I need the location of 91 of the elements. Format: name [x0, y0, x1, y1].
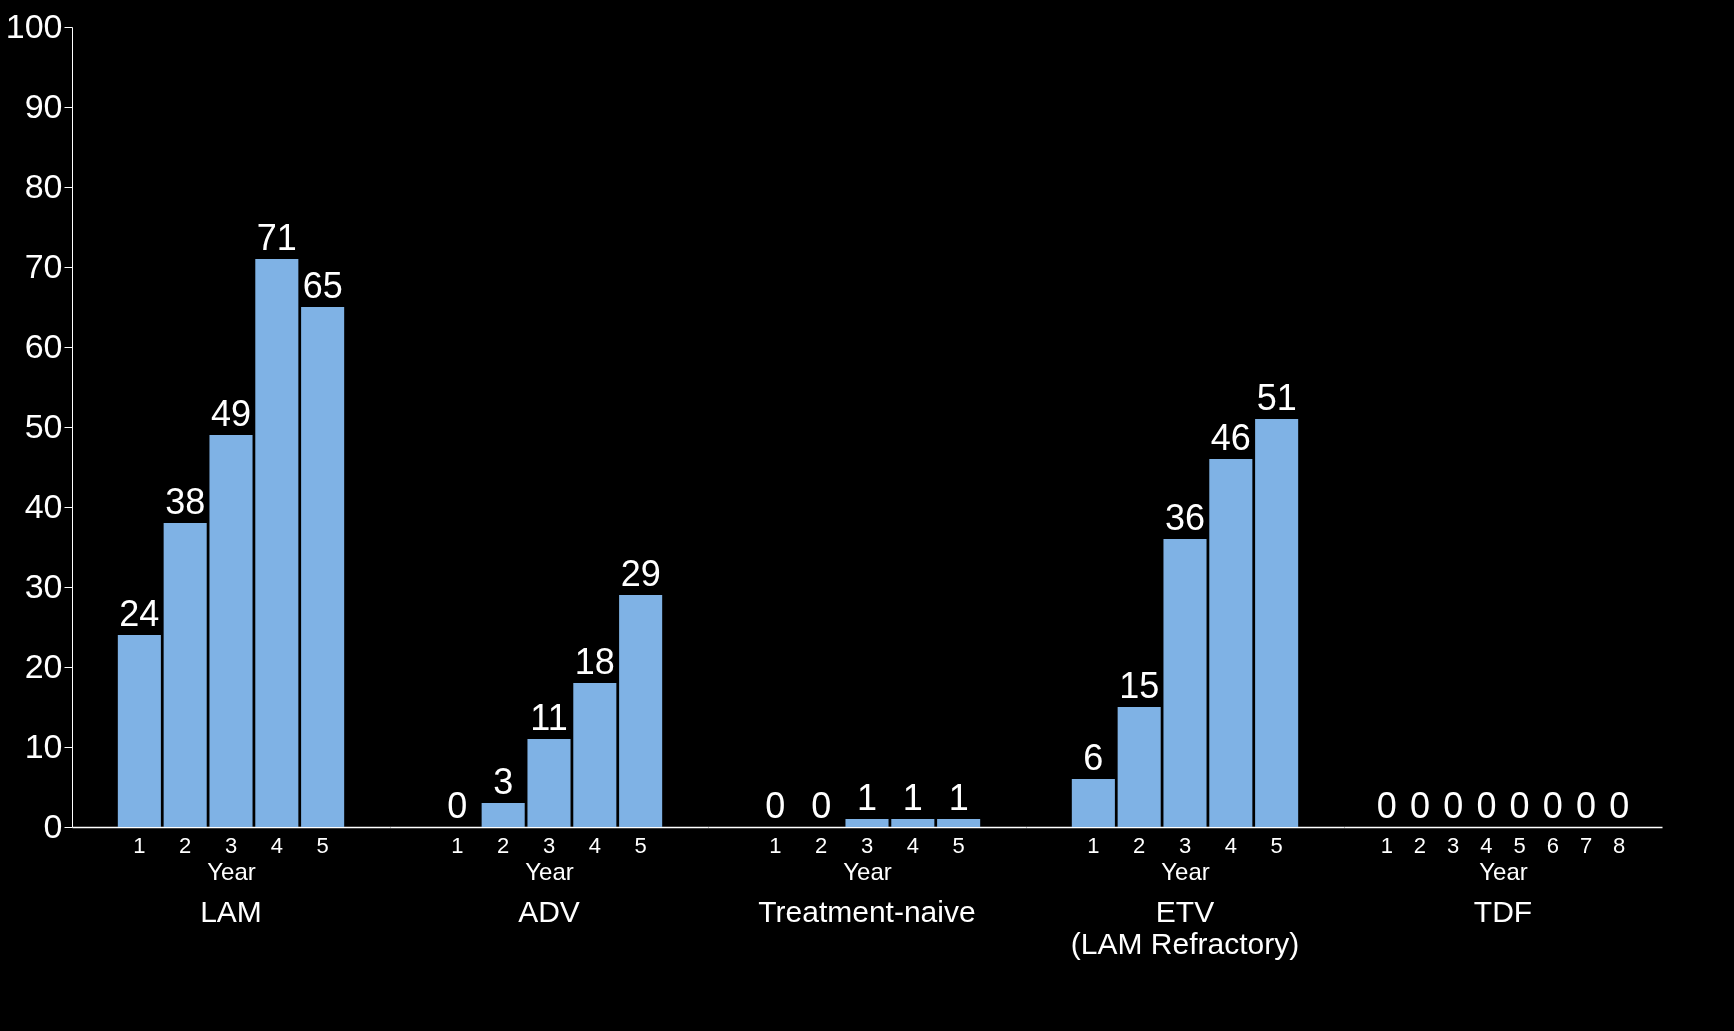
bar: [527, 739, 571, 827]
x-tick-label: 4: [1224, 832, 1237, 858]
data-label: 71: [256, 217, 297, 258]
y-tick-label: 10: [24, 726, 63, 765]
x-tick-label: 5: [1513, 832, 1526, 858]
y-tick-label: 50: [24, 406, 63, 445]
x-tick-label: 6: [1546, 832, 1559, 858]
data-label: 18: [574, 641, 615, 682]
data-label: 0: [1476, 785, 1497, 826]
data-label: 0: [1376, 785, 1397, 826]
bar: [573, 683, 617, 827]
y-tick-label: 60: [24, 326, 63, 365]
data-label: 29: [620, 553, 661, 594]
x-tick-label: 3: [542, 832, 556, 858]
data-label: 38: [165, 481, 206, 522]
x-tick-label: 1: [133, 832, 146, 858]
x-axis-title: Year: [843, 857, 892, 885]
x-tick-label: 5: [634, 832, 647, 858]
x-axis-title: Year: [525, 857, 574, 885]
data-label: 1: [948, 777, 969, 818]
data-label: 0: [1609, 785, 1630, 826]
x-tick-label: 4: [906, 832, 919, 858]
data-label: 46: [1210, 417, 1251, 458]
data-label: 15: [1119, 665, 1160, 706]
text: TDF: [1473, 895, 1533, 928]
x-axis-title: Year: [207, 857, 256, 885]
x-tick-label: 1: [769, 832, 782, 858]
x-tick-label: 8: [1613, 832, 1626, 858]
bar: [1163, 539, 1207, 827]
data-label: 24: [119, 593, 160, 634]
x-tick-label: 3: [1178, 832, 1192, 858]
data-label: 0: [1443, 785, 1464, 826]
x-tick-label: 2: [497, 832, 510, 858]
data-label: 0: [1576, 785, 1597, 826]
data-label: 36: [1164, 497, 1206, 538]
bar: [209, 435, 253, 827]
bar: [255, 259, 299, 827]
x-axis-title: Year: [1479, 857, 1528, 885]
y-tick-label: 0: [43, 806, 63, 845]
bar: [481, 803, 525, 827]
y-tick-label: 90: [24, 86, 63, 125]
y-tick-label: 20: [24, 646, 63, 685]
bar: [619, 595, 663, 827]
data-label: 11: [530, 697, 568, 738]
data-label: 0: [765, 785, 786, 826]
data-label: 65: [302, 265, 343, 306]
y-tick-label: 100: [5, 6, 63, 45]
x-tick-label: 1: [451, 832, 464, 858]
text: ADV: [518, 895, 580, 928]
x-tick-label: 3: [1447, 832, 1460, 858]
x-tick-label: 5: [1270, 832, 1283, 858]
y-tick-label: 40: [24, 486, 63, 525]
data-label: 0: [1409, 785, 1430, 826]
data-label: 1: [856, 777, 878, 818]
x-tick-label: 2: [179, 832, 192, 858]
x-tick-label: 1: [1087, 832, 1100, 858]
x-tick-label: 1: [1380, 832, 1393, 858]
x-tick-label: 3: [860, 832, 874, 858]
x-tick-label: 7: [1579, 832, 1593, 858]
x-tick-label: 2: [1413, 832, 1427, 858]
bar: [163, 523, 207, 827]
y-tick-label: 30: [24, 566, 63, 605]
y-tick-label: 80: [24, 166, 63, 205]
bar: [1071, 779, 1115, 827]
y-tick-label: 70: [24, 246, 63, 285]
data-label: 49: [210, 393, 252, 434]
bar: [1255, 419, 1299, 827]
data-label: 1: [902, 777, 923, 818]
text: LAM: [200, 895, 262, 928]
bar: [1117, 707, 1161, 827]
x-tick-label: 5: [316, 832, 329, 858]
x-tick-label: 5: [952, 832, 965, 858]
bar: [301, 307, 345, 827]
text: Treatment-naive: [758, 895, 976, 928]
x-tick-label: 2: [1133, 832, 1146, 858]
bar: [1209, 459, 1253, 827]
text: ETV (LAM Refractory): [1070, 895, 1300, 960]
data-label: 0: [447, 785, 468, 826]
data-label: 3: [493, 761, 514, 802]
bar: [117, 635, 161, 827]
x-tick-label: 4: [1480, 832, 1493, 858]
data-label: 0: [1542, 785, 1563, 826]
x-tick-label: 3: [224, 832, 238, 858]
data-label: 6: [1083, 737, 1104, 778]
x-tick-label: 4: [270, 832, 283, 858]
data-label: 0: [1509, 785, 1530, 826]
x-tick-label: 2: [815, 832, 828, 858]
data-label: 0: [811, 785, 832, 826]
x-tick-label: 4: [588, 832, 601, 858]
x-axis-title: Year: [1161, 857, 1210, 885]
data-label: 51: [1256, 377, 1297, 418]
